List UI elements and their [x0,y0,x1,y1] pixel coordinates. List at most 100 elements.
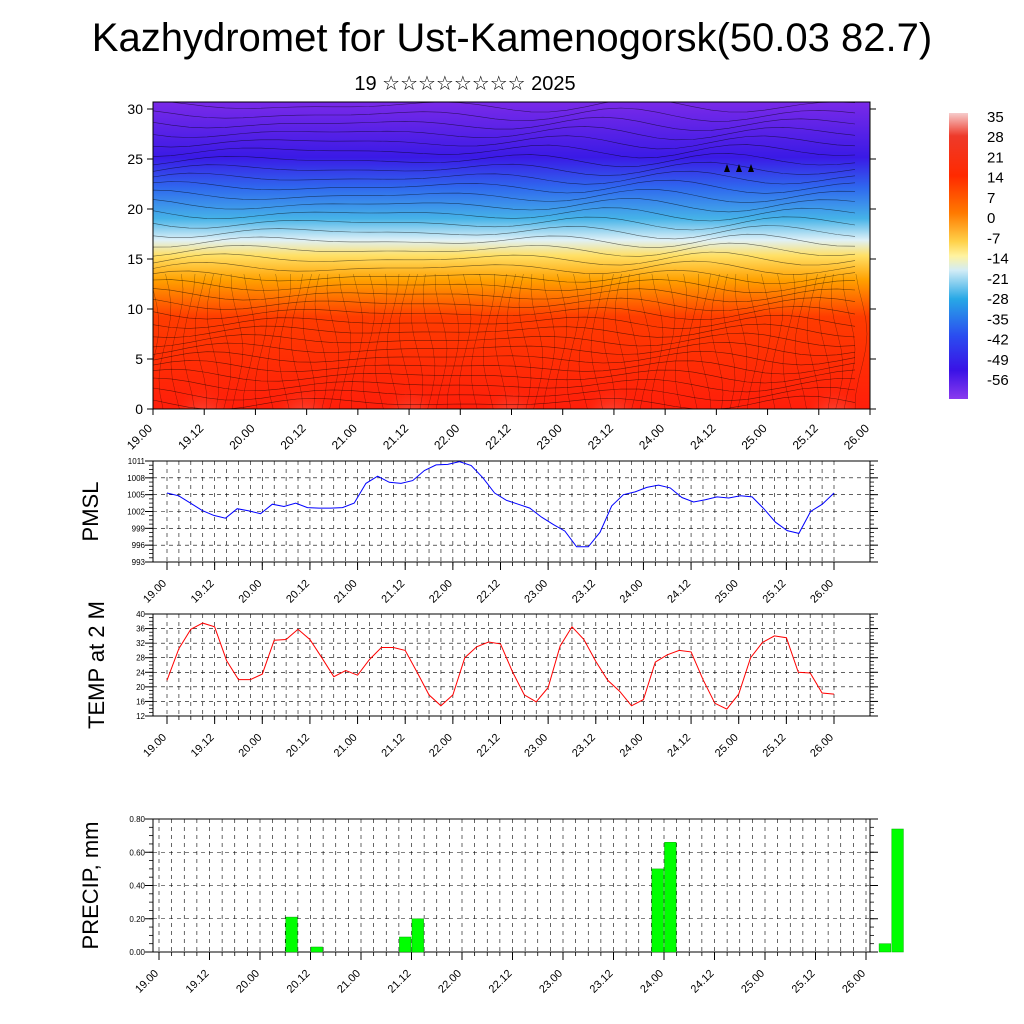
x-tick-label: 22.12 [487,968,515,996]
x-tick-label: 19.12 [189,578,217,606]
streamline-set [153,102,856,409]
precip-bar [651,868,664,953]
colorbar-label: -28 [987,291,1009,308]
y-tick-label: 25 [127,151,143,167]
y-tick-label: 30 [127,101,143,117]
x-tick-label: 19.12 [189,732,217,760]
x-tick-label: 22.12 [482,421,513,452]
y-tick-label: 0.80 [129,815,145,824]
x-tick-label: 25.00 [739,421,770,452]
x-tick-label: 24.00 [636,421,667,452]
x-tick-label: 24.12 [665,732,693,760]
x-tick-label: 22.00 [431,421,462,452]
x-tick-label: 20.00 [236,578,264,606]
colorbar-label: 35 [987,109,1004,126]
colorbar-label: -14 [987,251,1009,268]
x-tick-label: 26.00 [840,968,868,996]
x-tick-label: 22.12 [475,578,503,606]
x-tick-label: 25.12 [761,578,789,606]
y-tick-label: 0.40 [129,882,145,891]
colorbar: 35 28 21 14 7 0 -7 -14 -21 -28 -35 -42 -49 -56 [949,109,1009,399]
precip-bar [310,946,323,953]
colorbar-label: -35 [987,311,1009,328]
x-tick-label: 21.00 [329,421,360,452]
x-tick-label: 20.00 [236,732,264,760]
chart-title: Kazhydromet for Ust-Kamenogorsk(50.03 82… [91,16,933,60]
x-tick-label: 20.12 [284,732,312,760]
colorbar-label: 7 [987,190,995,207]
x-tick-label: 19.00 [124,421,155,452]
x-tick-label: 21.00 [332,732,360,760]
y-tick-label: 0.00 [129,948,145,957]
x-tick-label: 20.00 [226,421,257,452]
x-tick-label: 23.00 [534,421,565,452]
x-tick-label: 22.00 [427,732,455,760]
y-tick-label: 999 [132,524,146,533]
x-tick-label: 21.00 [332,578,360,606]
colorbar-gradient [949,113,968,399]
precip-bar [891,828,904,953]
x-tick-label: 19.00 [141,732,169,760]
colorbar-label: -49 [987,352,1009,369]
precip-bar [411,918,424,953]
y-axis-label: PMSL [78,482,103,542]
x-tick-label: 24.12 [689,968,717,996]
x-tick-label: 26.00 [808,578,836,606]
x-tick-label: 19.00 [133,968,161,996]
colorbar-label: -42 [987,332,1009,349]
x-tick-label: 19.00 [141,578,169,606]
x-tick-label: 20.12 [278,421,309,452]
x-tick-label: 23.12 [570,732,598,760]
y-tick-label: 5 [135,351,143,367]
precip-bar [878,943,891,953]
x-tick-label: 23.00 [522,732,550,760]
y-tick-label: 996 [132,541,146,550]
x-tick-label: 21.12 [379,578,407,606]
cross-section-panel: 0 5 10 15 20 25 30 19.00 19.12 20.00 20.12 21.00 21.… [124,101,876,452]
x-tick-label: 24.12 [687,421,718,452]
y-tick-label: 993 [132,558,146,567]
temp-series-line [166,622,835,710]
y-tick-label: 16 [136,697,145,706]
x-tick-label: 19.12 [175,421,206,452]
x-tick-label: 23.00 [537,968,565,996]
x-tick-label: 25.12 [761,732,789,760]
warm-blob [481,349,542,409]
warm-blob [581,349,642,409]
x-tick-label: 20.12 [285,968,313,996]
x-tick-label: 24.00 [638,968,666,996]
precip-bar [664,842,677,953]
x-tick-label: 20.12 [284,578,312,606]
x-tick-label: 21.00 [335,968,363,996]
x-tick-label: 23.12 [570,578,598,606]
pmsl-series-line [166,461,835,548]
x-tick-label: 24.00 [618,578,646,606]
y-tick-label: 0.20 [129,915,145,924]
x-tick-label: 24.12 [665,578,693,606]
temp-panel: 19.00 19.12 20.00 20.12 21.00 21.12 22.00 22.12… [84,601,878,760]
x-tick-label: 25.00 [713,578,741,606]
x-tick-label: 26.00 [841,421,872,452]
y-tick-label: 40 [136,610,145,619]
x-tick-label: 25.00 [713,732,741,760]
y-tick-label: 20 [127,201,143,217]
y-tick-label: 10 [127,301,143,317]
x-tick-label: 25.12 [790,968,818,996]
precip-bar [285,916,298,953]
y-tick-label: 24 [136,668,145,677]
x-tick-label: 23.00 [522,578,550,606]
y-tick-label: 1005 [127,491,145,500]
y-tick-label: 1008 [127,474,145,483]
x-tick-label: 25.12 [790,421,821,452]
y-tick-label: 1011 [128,457,146,466]
colorbar-label: -56 [987,372,1009,389]
colorbar-label: -7 [987,230,1000,247]
colorbar-label: 21 [987,149,1004,166]
y-axis-label: PRECIP, mm [78,822,103,950]
x-tick-label: 22.12 [475,732,503,760]
y-tick-label: 12 [136,712,145,721]
wind-arrows [724,164,754,172]
precip-bar [399,936,412,953]
x-tick-label: 23.12 [585,421,616,452]
